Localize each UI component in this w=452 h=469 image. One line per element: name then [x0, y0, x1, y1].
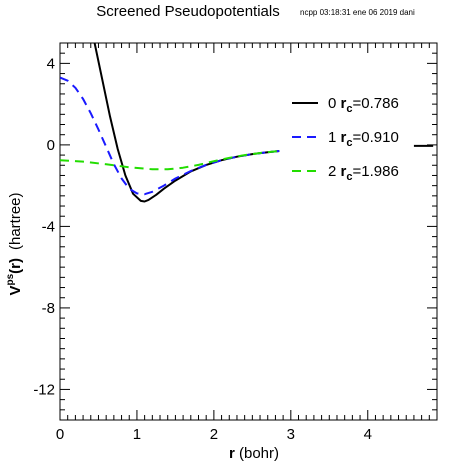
x-tick-label: 1	[133, 426, 141, 443]
y-tick-label: -8	[42, 300, 55, 317]
y-tick-label: 0	[47, 137, 55, 154]
y-axis-label-arg: (r)	[7, 258, 24, 274]
series-line-2	[60, 150, 280, 171]
y-tick-label: 4	[47, 55, 55, 72]
x-axis-label-main: r	[229, 445, 235, 462]
x-axis-label: r (bohr)	[229, 445, 279, 462]
legend-label-0: 0 rc=0.786	[328, 95, 399, 115]
series-line-0	[93, 43, 280, 203]
legend-label-1: 1 rc=0.910	[328, 129, 399, 149]
axis-tick-labels: 0 1 2 3 4 4 0 -4 -8 -12	[33, 55, 372, 443]
x-tick-label: 4	[364, 426, 372, 443]
series-layer	[60, 43, 434, 203]
y-tick-label: -12	[33, 381, 55, 398]
y-tick-label: -4	[42, 218, 55, 235]
y-axis-label-unit: (hartree)	[7, 192, 24, 250]
legend-label-2: 2 rc=1.986	[328, 163, 399, 183]
chart-title: Screened Pseudopotentials	[96, 3, 279, 20]
y-axis-label-sup: ps	[5, 273, 16, 285]
x-tick-label: 2	[210, 426, 218, 443]
y-axis-label-main: V	[7, 286, 24, 296]
plot-frame	[59, 42, 438, 421]
x-tick-label: 3	[287, 426, 295, 443]
chart-stamp: ncpp 03:18:31 ene 06 2019 dani	[300, 8, 415, 17]
axis-ticks	[59, 42, 438, 421]
y-axis-label: Vps(r) (hartree)	[5, 192, 24, 295]
x-axis-label-rest: (bohr)	[235, 445, 279, 462]
legend: 0 rc=0.786 1 rc=0.910 2 rc=1.986	[292, 95, 399, 183]
series-line-1	[60, 76, 280, 196]
x-tick-label: 0	[56, 426, 64, 443]
